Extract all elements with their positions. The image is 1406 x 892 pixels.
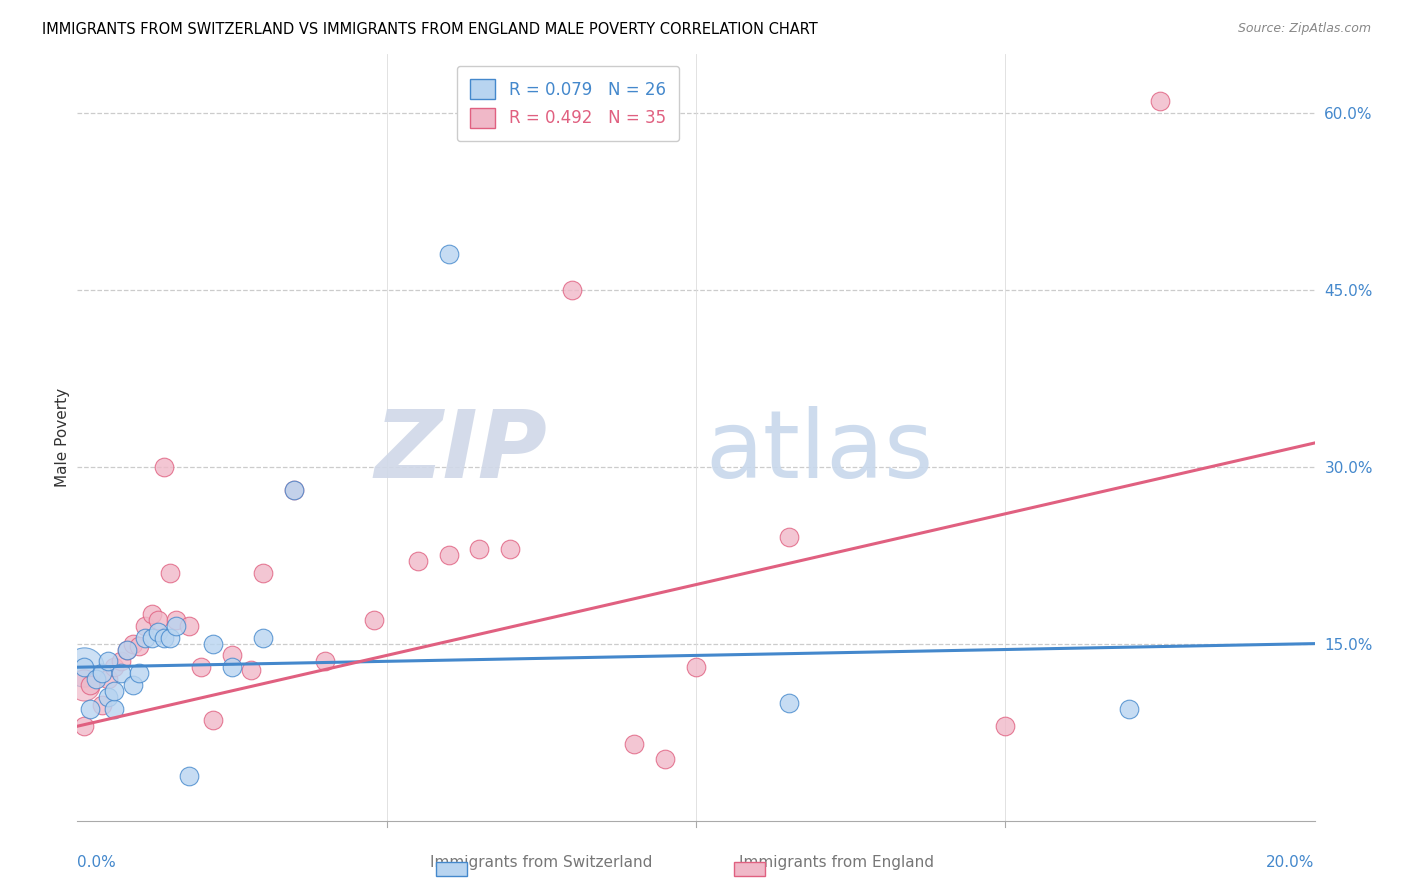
Point bbox=[72, 678, 94, 692]
Point bbox=[103, 660, 125, 674]
Point bbox=[146, 613, 169, 627]
Point bbox=[91, 666, 114, 681]
Point bbox=[110, 654, 132, 668]
Point bbox=[1118, 701, 1140, 715]
Point bbox=[79, 678, 101, 692]
Point bbox=[314, 654, 336, 668]
Y-axis label: Male Poverty: Male Poverty bbox=[55, 387, 70, 487]
Text: IMMIGRANTS FROM SWITZERLAND VS IMMIGRANTS FROM ENGLAND MALE POVERTY CORRELATION : IMMIGRANTS FROM SWITZERLAND VS IMMIGRANT… bbox=[42, 22, 818, 37]
Point bbox=[221, 648, 243, 663]
Point bbox=[97, 672, 120, 686]
Point bbox=[103, 683, 125, 698]
Point bbox=[283, 483, 305, 498]
Point bbox=[91, 698, 114, 712]
Point bbox=[778, 696, 800, 710]
Point bbox=[685, 660, 707, 674]
Point bbox=[437, 247, 460, 261]
Point bbox=[134, 619, 156, 633]
Point bbox=[97, 690, 120, 704]
Point bbox=[623, 737, 645, 751]
Text: Immigrants from England: Immigrants from England bbox=[740, 855, 934, 870]
Point bbox=[115, 642, 138, 657]
Text: Immigrants from Switzerland: Immigrants from Switzerland bbox=[430, 855, 652, 870]
Point bbox=[159, 631, 181, 645]
Point bbox=[252, 566, 274, 580]
Point bbox=[79, 701, 101, 715]
Point bbox=[134, 631, 156, 645]
Point bbox=[221, 660, 243, 674]
Point bbox=[177, 619, 200, 633]
Point bbox=[122, 678, 145, 692]
Point bbox=[153, 631, 176, 645]
Point bbox=[994, 719, 1017, 733]
Point bbox=[115, 642, 138, 657]
Text: 20.0%: 20.0% bbox=[1267, 855, 1315, 871]
Point bbox=[202, 714, 225, 728]
Point bbox=[177, 769, 200, 783]
Point bbox=[84, 672, 107, 686]
Point bbox=[110, 666, 132, 681]
Point bbox=[146, 624, 169, 639]
Point bbox=[72, 660, 94, 674]
Point bbox=[499, 542, 522, 557]
Point bbox=[190, 660, 212, 674]
Point bbox=[252, 631, 274, 645]
Point bbox=[97, 654, 120, 668]
Point bbox=[561, 283, 583, 297]
Point bbox=[165, 619, 187, 633]
Point bbox=[1149, 94, 1171, 108]
Point bbox=[72, 719, 94, 733]
Point bbox=[122, 637, 145, 651]
Point bbox=[654, 752, 676, 766]
Point bbox=[239, 663, 262, 677]
Point bbox=[437, 548, 460, 562]
Point bbox=[153, 459, 176, 474]
Point bbox=[141, 631, 163, 645]
Point bbox=[165, 613, 187, 627]
Point bbox=[103, 701, 125, 715]
Legend: R = 0.079   N = 26, R = 0.492   N = 35: R = 0.079 N = 26, R = 0.492 N = 35 bbox=[457, 66, 679, 141]
Point bbox=[72, 660, 94, 674]
Point bbox=[128, 639, 150, 653]
Point bbox=[406, 554, 429, 568]
Text: 0.0%: 0.0% bbox=[77, 855, 117, 871]
Point bbox=[283, 483, 305, 498]
Text: Source: ZipAtlas.com: Source: ZipAtlas.com bbox=[1237, 22, 1371, 36]
Point bbox=[128, 666, 150, 681]
Point bbox=[363, 613, 385, 627]
Point bbox=[778, 530, 800, 544]
Text: ZIP: ZIP bbox=[374, 407, 547, 499]
Point bbox=[141, 607, 163, 621]
Point bbox=[468, 542, 491, 557]
Text: atlas: atlas bbox=[706, 407, 934, 499]
Point bbox=[202, 637, 225, 651]
Point bbox=[159, 566, 181, 580]
